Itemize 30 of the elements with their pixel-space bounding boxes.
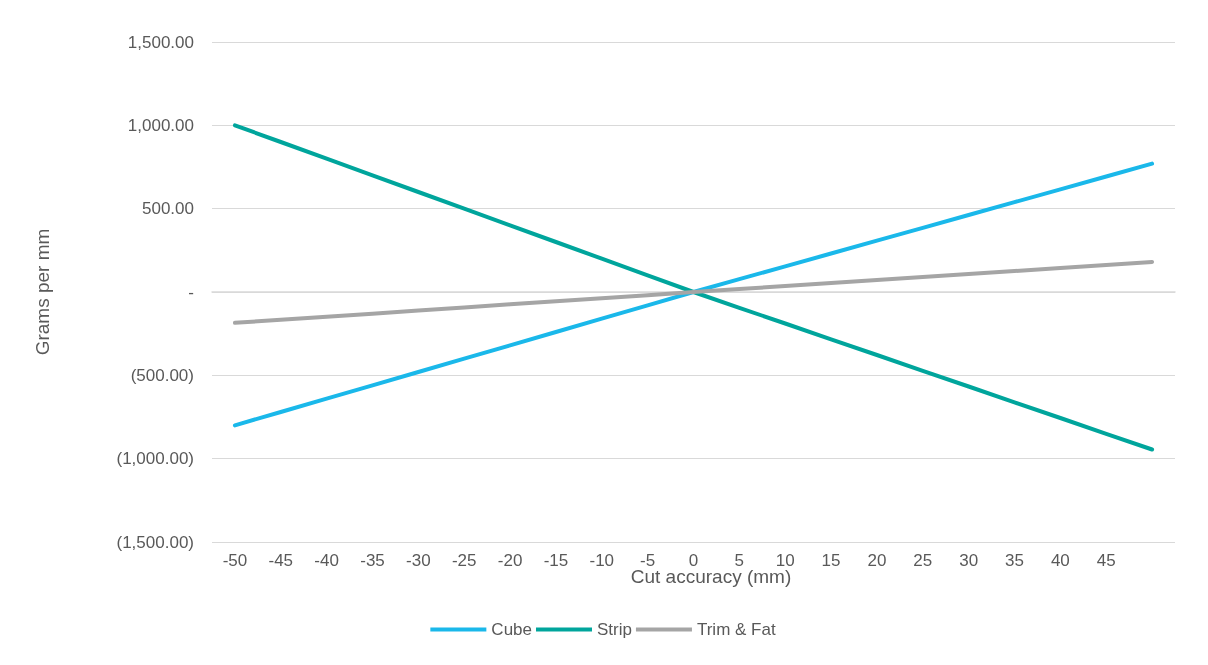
x-tick-label: -35 — [360, 551, 385, 570]
x-tick-label: 40 — [1050, 551, 1070, 570]
y-tick-label: (1,000.00) — [116, 449, 194, 469]
x-tick-label: -40 — [314, 551, 339, 570]
x-tick-label: -20 — [497, 551, 523, 570]
x-tick-label: 35 — [1005, 551, 1024, 570]
x-tick-label: 25 — [913, 551, 933, 570]
line-series — [232, 161, 1155, 428]
legend-label: Cube — [491, 620, 532, 639]
line-series — [232, 123, 1155, 452]
x-tick-label: 20 — [867, 551, 887, 570]
x-tick-label: -25 — [451, 551, 477, 570]
x-tick-label: -45 — [268, 551, 294, 570]
y-tick-label: 500.00 — [142, 199, 194, 219]
x-tick-label: -50 — [222, 551, 248, 570]
y-tick-label: - — [188, 282, 194, 302]
x-tick-label: 30 — [959, 551, 979, 570]
y-tick-label: 1,500.00 — [127, 32, 194, 52]
legend-label: Trim & Fat — [696, 620, 776, 639]
x-tick-label: 15 — [821, 551, 841, 570]
y-tick-label: (1,500.00) — [116, 532, 194, 552]
legend-label: Strip — [596, 620, 632, 639]
y-tick-label: 1,000.00 — [127, 115, 194, 135]
x-tick-label: -30 — [406, 551, 431, 570]
x-tick-label: 45 — [1096, 551, 1116, 570]
y-tick-label: (500.00) — [130, 365, 194, 385]
x-tick-label: -15 — [543, 551, 569, 570]
line-series — [232, 260, 1155, 325]
x-tick-label: -10 — [589, 551, 615, 570]
y-axis-title: Grams per mm — [32, 228, 53, 356]
